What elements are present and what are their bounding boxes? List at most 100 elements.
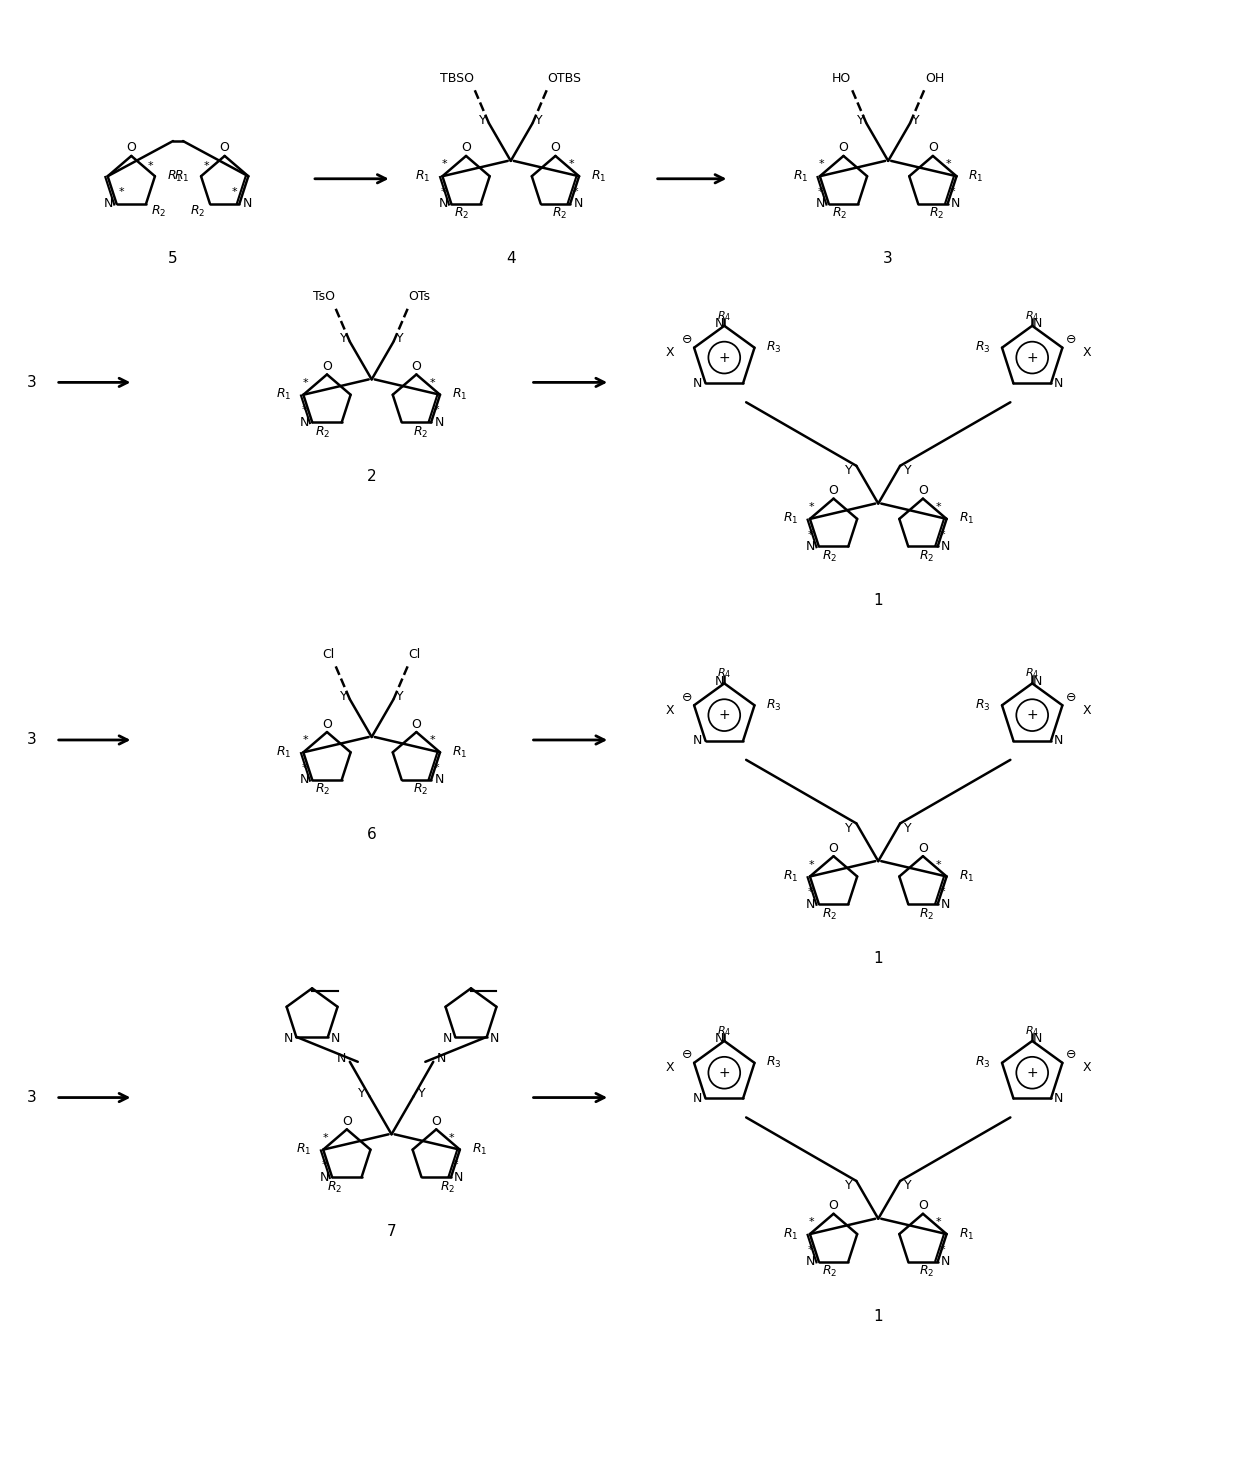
Text: $R_1$: $R_1$ (471, 1142, 487, 1158)
Text: $R_1$: $R_1$ (591, 169, 606, 184)
Text: $R_2$: $R_2$ (440, 1180, 455, 1195)
Text: O: O (918, 485, 928, 498)
Text: X: X (666, 704, 675, 717)
Text: 3: 3 (27, 732, 37, 747)
Text: O: O (551, 141, 560, 155)
Text: *: * (940, 887, 945, 897)
Text: $R_2$: $R_2$ (822, 906, 837, 922)
Text: 3: 3 (27, 376, 37, 390)
Text: Y: Y (904, 1180, 911, 1193)
Text: X: X (1083, 704, 1091, 717)
Text: *: * (808, 529, 813, 539)
Text: $\ominus$: $\ominus$ (681, 1049, 692, 1062)
Text: 2: 2 (367, 470, 377, 485)
Text: $R_2$: $R_2$ (832, 206, 847, 221)
Text: $R_3$: $R_3$ (766, 1055, 782, 1071)
Text: 7: 7 (387, 1224, 397, 1239)
Text: $R_2$: $R_2$ (413, 782, 428, 797)
Text: Y: Y (418, 1087, 425, 1100)
Text: $R_4$: $R_4$ (717, 666, 732, 681)
Text: *: * (940, 529, 945, 539)
Text: *: * (808, 860, 815, 869)
Text: *: * (433, 405, 439, 415)
Text: *: * (148, 162, 153, 171)
Text: N: N (1033, 317, 1042, 330)
Text: *: * (808, 502, 815, 513)
Text: O: O (219, 141, 229, 155)
Text: $R_1$: $R_1$ (782, 1227, 799, 1242)
Text: *: * (808, 1245, 813, 1255)
Text: O: O (322, 359, 332, 373)
Text: $R_2$: $R_2$ (151, 205, 166, 219)
Text: N: N (443, 1033, 451, 1046)
Text: Y: Y (913, 113, 920, 127)
Text: N: N (693, 735, 702, 747)
Text: Y: Y (396, 333, 403, 345)
Text: $R_1$: $R_1$ (782, 511, 799, 526)
Text: $R_3$: $R_3$ (766, 698, 782, 713)
Text: *: * (946, 159, 951, 169)
Text: Y: Y (340, 689, 347, 703)
Text: *: * (936, 502, 941, 513)
Text: *: * (568, 159, 574, 169)
Text: $R_4$: $R_4$ (717, 1024, 732, 1038)
Text: O: O (412, 717, 422, 731)
Text: *: * (936, 1217, 941, 1227)
Text: N: N (951, 197, 960, 211)
Text: *: * (940, 1245, 945, 1255)
Text: 3: 3 (27, 1090, 37, 1105)
Text: $R_2$: $R_2$ (919, 906, 935, 922)
Text: N: N (436, 1052, 446, 1065)
Text: N: N (331, 1033, 341, 1046)
Text: 5: 5 (169, 250, 177, 265)
Text: N: N (439, 197, 448, 211)
Text: N: N (104, 197, 113, 211)
Text: $R_1$: $R_1$ (296, 1142, 311, 1158)
Text: O: O (342, 1115, 352, 1128)
Text: $R_1$: $R_1$ (782, 869, 799, 884)
Text: Y: Y (904, 464, 911, 477)
Text: N: N (1054, 1091, 1064, 1105)
Text: *: * (322, 1133, 329, 1143)
Text: Y: Y (857, 113, 864, 127)
Text: N: N (816, 197, 826, 211)
Text: 1: 1 (873, 594, 883, 608)
Text: N: N (714, 675, 724, 688)
Text: $R_2$: $R_2$ (413, 424, 428, 440)
Text: *: * (808, 887, 813, 897)
Text: *: * (429, 379, 435, 387)
Text: $\ominus$: $\ominus$ (1065, 333, 1076, 346)
Text: N: N (320, 1171, 329, 1184)
Text: *: * (232, 187, 237, 197)
Text: Cl: Cl (408, 648, 420, 661)
Text: *: * (440, 187, 446, 197)
Text: N: N (693, 377, 702, 390)
Text: O: O (322, 717, 332, 731)
Text: O: O (461, 141, 471, 155)
Text: O: O (126, 141, 136, 155)
Text: X: X (666, 1062, 675, 1074)
Text: $R_1$: $R_1$ (959, 511, 973, 526)
Text: $R_2$: $R_2$ (327, 1180, 342, 1195)
Text: Y: Y (904, 822, 911, 835)
Text: $R_4$: $R_4$ (1025, 309, 1039, 323)
Text: *: * (203, 162, 208, 171)
Text: $R_2$: $R_2$ (929, 206, 945, 221)
Text: N: N (941, 897, 950, 910)
Text: +: + (1027, 1066, 1038, 1080)
Text: *: * (453, 1161, 459, 1170)
Text: TsO: TsO (312, 290, 335, 303)
Text: O: O (838, 141, 848, 155)
Text: N: N (1054, 735, 1064, 747)
Text: N: N (806, 541, 816, 552)
Text: $R_1$: $R_1$ (277, 745, 291, 760)
Text: +: + (718, 1066, 730, 1080)
Text: +: + (1027, 709, 1038, 722)
Text: $R_1$: $R_1$ (167, 169, 182, 184)
Text: *: * (441, 159, 448, 169)
Text: N: N (434, 415, 444, 429)
Text: 1: 1 (873, 952, 883, 966)
Text: $R_1$: $R_1$ (968, 169, 983, 184)
Text: $R_4$: $R_4$ (1025, 1024, 1039, 1038)
Text: *: * (936, 860, 941, 869)
